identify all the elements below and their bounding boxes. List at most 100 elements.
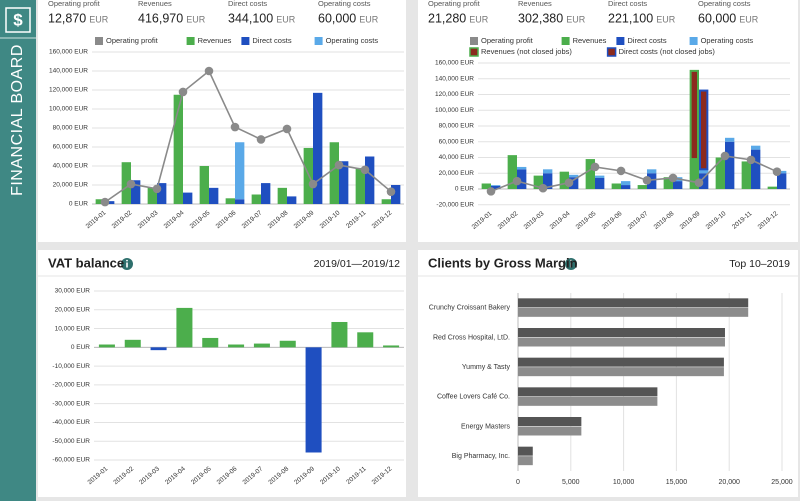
kpi-value: 344,100 <box>228 11 273 25</box>
bar <box>491 185 501 186</box>
legend-swatch <box>616 37 625 45</box>
bar <box>329 142 339 204</box>
kpi-label: Operating costs <box>698 0 751 8</box>
panel-period: Top 10–2019 <box>729 258 790 270</box>
bar <box>673 181 683 189</box>
info-icon[interactable] <box>121 258 133 270</box>
y-tick-label: -10,000 EUR <box>52 363 90 370</box>
bar <box>157 183 167 204</box>
bar <box>518 328 725 337</box>
kpi-label: Operating profit <box>48 0 101 8</box>
point <box>746 155 756 165</box>
bar <box>569 177 579 189</box>
point <box>386 187 396 196</box>
point <box>538 183 548 193</box>
bar <box>518 337 725 347</box>
sidebar-icon: $ <box>13 10 23 29</box>
point <box>152 184 162 194</box>
y-tick-label: Coffee Lovers Café Co. <box>437 394 510 401</box>
kpi-unit: EUR <box>186 14 206 24</box>
icon-frame <box>5 7 31 33</box>
bar <box>518 396 658 406</box>
legend-label: Revenues (not closed jobs) <box>481 47 572 56</box>
point <box>334 160 344 170</box>
bar <box>287 196 297 204</box>
bar <box>253 343 270 348</box>
point <box>486 187 496 196</box>
point <box>282 124 292 134</box>
bar <box>751 149 761 189</box>
y-tick-label: 40,000 EUR <box>53 163 89 170</box>
y-tick-label: 40,000 EUR <box>439 154 475 161</box>
bar <box>715 157 725 189</box>
point <box>512 176 522 186</box>
bar <box>491 185 501 189</box>
y-tick-label: Big Pharmacy, Inc. <box>452 453 510 460</box>
kpi-value: 302,380 <box>518 11 563 25</box>
legend-label: Revenues <box>573 36 607 45</box>
point <box>256 135 266 144</box>
y-tick-label: 80,000 EUR <box>53 125 89 132</box>
point <box>126 179 136 189</box>
bar <box>637 185 647 189</box>
bar <box>261 183 271 204</box>
y-tick-label: -60,000 EUR <box>52 457 90 464</box>
legend-swatch <box>469 47 479 57</box>
legend-label: Direct costs (not closed jobs) <box>619 47 716 56</box>
x-tick-label: 20,000 <box>718 479 740 486</box>
point <box>590 162 600 172</box>
bar <box>569 174 579 178</box>
kpi-label: Operating costs <box>318 0 371 8</box>
bar <box>518 446 533 456</box>
y-tick-label: 60,000 EUR <box>53 144 89 151</box>
bar <box>518 387 658 397</box>
bar <box>585 159 595 189</box>
legend-label: Operating costs <box>701 36 754 45</box>
bar <box>209 187 219 204</box>
point <box>720 151 730 161</box>
bar <box>741 161 751 189</box>
y-tick-label: 10,000 EUR <box>55 325 91 332</box>
panel <box>418 0 798 242</box>
bar <box>751 145 761 150</box>
kpi-value: 60,000 <box>698 11 736 25</box>
y-tick-label: 160,000 EUR <box>49 49 88 56</box>
legend-label: Operating profit <box>106 36 159 45</box>
point <box>642 176 652 185</box>
panel-title: VAT balance <box>48 255 124 270</box>
y-tick-label: 20,000 EUR <box>53 182 89 189</box>
bar <box>305 347 322 453</box>
bar <box>517 169 527 189</box>
bar <box>647 173 657 189</box>
kpi-unit: EUR <box>359 14 379 24</box>
y-tick-label: 140,000 EUR <box>435 75 474 82</box>
point <box>360 165 370 175</box>
bar <box>105 201 115 204</box>
y-tick-label: -20,000 EUR <box>52 382 90 389</box>
sidebar <box>0 0 36 501</box>
bar <box>518 426 582 436</box>
legend-label: Direct costs <box>627 36 666 45</box>
legend-swatch <box>606 47 617 57</box>
point <box>100 197 110 207</box>
bar <box>725 141 735 189</box>
bar <box>150 347 167 351</box>
bar <box>507 155 517 189</box>
bar <box>767 186 777 189</box>
bar <box>235 199 245 204</box>
point <box>230 122 240 132</box>
legend-swatch <box>241 37 250 45</box>
point <box>178 87 188 97</box>
y-tick-label: -20,000 EUR <box>436 201 474 208</box>
y-tick-label: Red Cross Hospital, LtD. <box>433 334 510 341</box>
y-tick-label: 20,000 EUR <box>439 170 475 177</box>
bar <box>481 183 491 189</box>
info-icon[interactable] <box>565 258 577 270</box>
point <box>616 166 626 176</box>
kpi-unit: EUR <box>89 14 109 24</box>
bar <box>517 166 527 170</box>
bar <box>647 169 657 174</box>
panel-period: 2019/01—2019/12 <box>314 258 401 270</box>
y-tick-label: 60,000 EUR <box>439 138 475 145</box>
